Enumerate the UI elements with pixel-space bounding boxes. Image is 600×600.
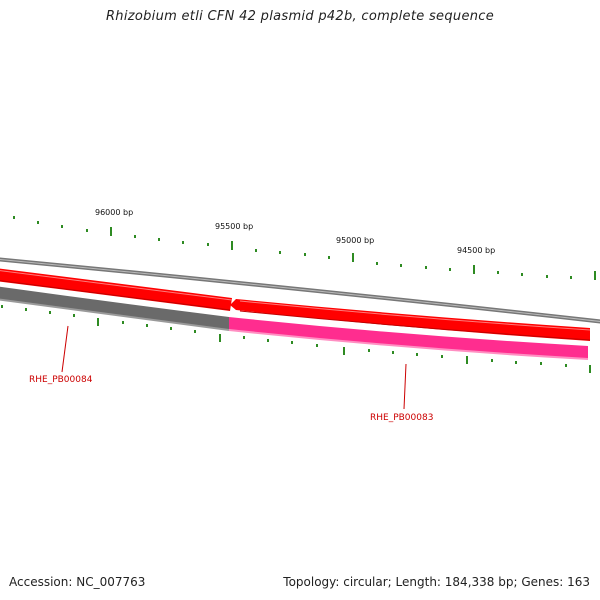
cds-arrow-right bbox=[230, 299, 590, 341]
ruler-label-95500: 95500 bp bbox=[215, 222, 253, 231]
leader-RHE_PB00083 bbox=[403, 363, 407, 410]
ruler-ticks-outer bbox=[13, 216, 596, 280]
ruler-ticks-inner bbox=[1, 305, 591, 373]
ruler-label-96000: 96000 bp bbox=[95, 208, 133, 217]
gene-labels: RHE_PB00084 RHE_PB00083 bbox=[29, 375, 433, 423]
gene-track bbox=[0, 286, 589, 360]
topology-summary: Topology: circular; Length: 184,338 bp; … bbox=[283, 575, 590, 589]
ruler-labels: 96000 bp 95500 bp 95000 bp 94500 bp bbox=[95, 208, 495, 255]
gene-label-leaders bbox=[61, 325, 407, 410]
ruler-label-94500: 94500 bp bbox=[457, 246, 495, 255]
ruler-label-95000: 95000 bp bbox=[336, 236, 374, 245]
accession-label: Accession: NC_007763 bbox=[9, 575, 146, 589]
gene-label-RHE_PB00083: RHE_PB00083 bbox=[370, 413, 433, 423]
cds-arrow-left bbox=[0, 268, 232, 311]
gene-block-RHE_PB00083 bbox=[229, 317, 588, 359]
gene-label-RHE_PB00084: RHE_PB00084 bbox=[29, 375, 93, 385]
leader-RHE_PB00084 bbox=[61, 325, 69, 373]
map-title: Rhizobium etli CFN 42 plasmid p42b, comp… bbox=[105, 9, 495, 24]
cds-track bbox=[0, 268, 591, 341]
gene-block-RHE_PB00084 bbox=[0, 286, 229, 330]
